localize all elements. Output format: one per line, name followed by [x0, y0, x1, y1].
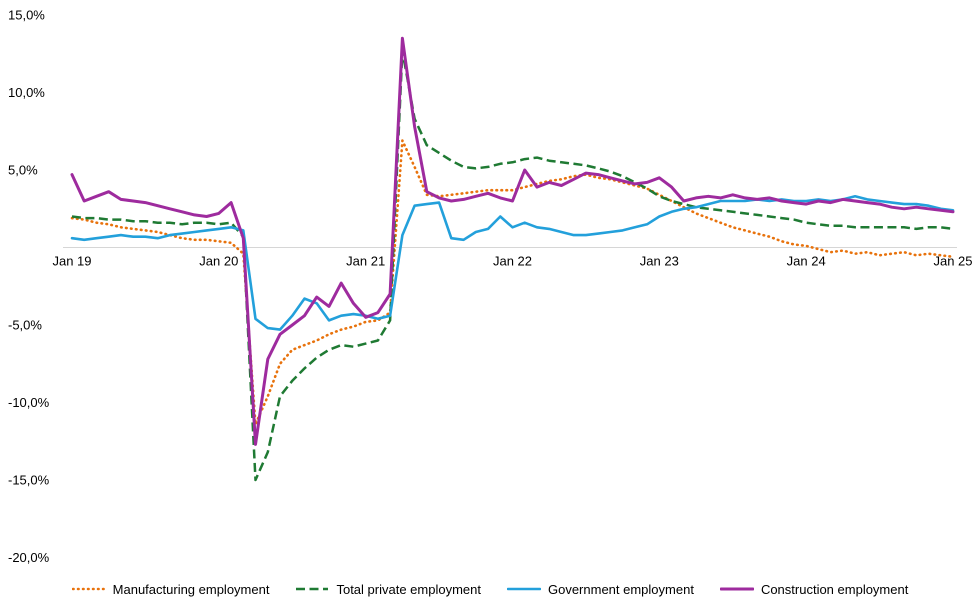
y-axis-tick-label: -5,0% [8, 318, 42, 333]
x-axis-tick-label: Jan 19 [52, 254, 91, 269]
legend-label: Total private employment [336, 581, 481, 597]
series-line-1 [71, 49, 954, 482]
chart-legend: Manufacturing employment Total private em… [0, 568, 980, 610]
x-axis-tick-label: Jan 20 [199, 254, 238, 269]
legend-item-3: Construction employment [719, 581, 909, 597]
legend-item-1: Total private employment [295, 582, 481, 597]
legend-solid-line-swatch [506, 587, 541, 591]
y-axis-tick-label: 10,0% [8, 85, 45, 100]
x-axis-tick-label: Jan 21 [346, 254, 385, 269]
series-line-3 [70, 36, 955, 446]
legend-item-2: Government employment [506, 581, 694, 597]
y-axis-tick-label: -15,0% [8, 473, 50, 488]
legend-dotted-line-swatch [71, 587, 106, 591]
y-axis-tick-label: -10,0% [8, 395, 50, 410]
y-axis-tick-label: -20,0% [8, 550, 50, 565]
x-axis-tick-label: Jan 25 [933, 254, 972, 269]
legend-label: Manufacturing employment [112, 581, 270, 597]
y-axis-tick-label: 5,0% [8, 163, 38, 178]
legend-label: Government employment [547, 581, 694, 597]
x-axis-tick-label: Jan 22 [493, 254, 532, 269]
legend-solid-line-swatch [719, 587, 754, 591]
series-line-2 [70, 195, 955, 331]
legend-dashed-line-swatch [296, 587, 329, 591]
chart-canvas: 15,0% 10,0% 5,0% -5,0% -10,0% -15,0% -20,0% Jan… [8, 8, 973, 566]
legend-label: Construction employment [760, 581, 909, 597]
x-axis-tick-label: Jan 23 [640, 254, 679, 269]
x-axis-tick-label: Jan 24 [787, 254, 826, 269]
y-axis-tick-label: 15,0% [8, 8, 45, 23]
series-line-0 [70, 139, 955, 426]
legend-item-0: Manufacturing employment [71, 581, 270, 597]
